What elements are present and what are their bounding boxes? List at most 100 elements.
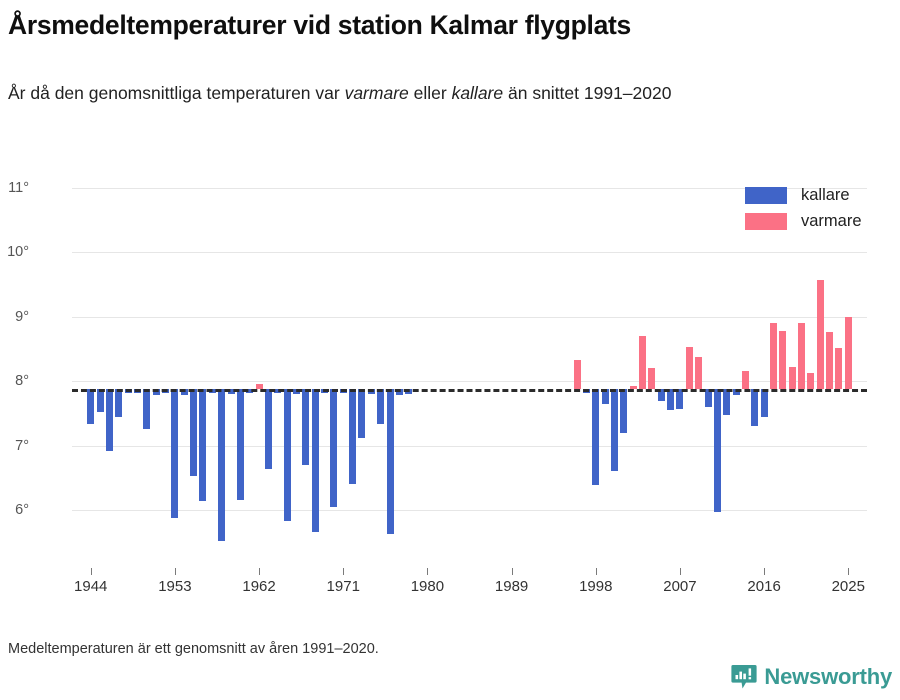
- subtitle-part-3: än snittet 1991–2020: [503, 83, 672, 103]
- bar-1950[interactable]: [143, 389, 151, 430]
- y-gridline: [72, 187, 867, 189]
- bar-2016[interactable]: [760, 389, 768, 418]
- bar-2023[interactable]: [826, 332, 834, 390]
- chart-legend: kallare varmare: [745, 186, 862, 238]
- bar-1960[interactable]: [236, 389, 244, 500]
- x-axis-tick: [764, 568, 766, 575]
- x-axis-tick: [174, 568, 176, 575]
- bar-2019[interactable]: [788, 366, 796, 390]
- bar-2021[interactable]: [807, 373, 815, 390]
- x-axis-label: 1989: [494, 578, 529, 595]
- x-axis-tick: [848, 568, 850, 575]
- bar-2010[interactable]: [704, 389, 712, 407]
- brand-name: Newsworthy: [764, 664, 892, 689]
- y-axis-label: 6°: [15, 501, 29, 518]
- plot-area: 6° 7° 8° 9° 10° 11°: [7, 175, 867, 555]
- x-axis-label: 1962: [242, 578, 276, 595]
- legend-label-kallare: kallare: [801, 186, 850, 204]
- bar-1953[interactable]: [171, 389, 179, 518]
- brand-logo: Newsworthy: [731, 664, 892, 690]
- bar-1976[interactable]: [386, 389, 394, 535]
- bar-1975[interactable]: [377, 389, 385, 424]
- y-gridline: [72, 445, 867, 447]
- bar-1970[interactable]: [330, 389, 338, 508]
- bar-2007[interactable]: [676, 389, 684, 409]
- bar-1972[interactable]: [349, 389, 357, 485]
- bar-1955[interactable]: [190, 389, 198, 476]
- bar-2008[interactable]: [685, 346, 693, 390]
- bar-2002[interactable]: [629, 386, 637, 390]
- subtitle-emphasis-colder: kallare: [451, 83, 504, 103]
- footnote: Medeltemperaturen är ett genomsnitt av å…: [8, 641, 379, 657]
- x-axis-tick: [90, 568, 92, 575]
- bar-1968[interactable]: [311, 389, 319, 532]
- bar-1956[interactable]: [199, 389, 207, 501]
- y-axis-label: 11°: [8, 179, 29, 196]
- bar-2004[interactable]: [648, 368, 656, 390]
- bar-1944[interactable]: [87, 389, 95, 425]
- x-axis-label: 1944: [74, 578, 108, 595]
- x-axis-tick: [679, 568, 681, 575]
- legend-swatch-warm-icon: [745, 213, 787, 230]
- x-axis-label: 1980: [410, 578, 445, 595]
- newsworthy-bubble-icon: [731, 664, 758, 690]
- y-axis-label: 8°: [15, 373, 29, 390]
- bar-1973[interactable]: [358, 389, 366, 438]
- bar-2000[interactable]: [610, 389, 618, 472]
- legend-swatch-cold-icon: [745, 187, 787, 204]
- bar-1967[interactable]: [302, 389, 310, 465]
- bar-1958[interactable]: [218, 389, 226, 541]
- bar-1963[interactable]: [264, 389, 272, 469]
- x-axis-tick: [511, 568, 513, 575]
- page-subtitle: År då den genomsnittliga temperaturen va…: [8, 80, 728, 107]
- bar-2009[interactable]: [695, 356, 703, 390]
- x-axis-label: 1971: [326, 578, 360, 595]
- subtitle-part-1: År då den genomsnittliga temperaturen va…: [8, 83, 345, 103]
- bar-2024[interactable]: [835, 348, 843, 390]
- bar-2006[interactable]: [667, 389, 675, 411]
- bar-1965[interactable]: [283, 389, 291, 521]
- bar-2018[interactable]: [779, 330, 787, 390]
- bar-1999[interactable]: [601, 389, 609, 404]
- bar-2011[interactable]: [713, 389, 721, 512]
- bar-2001[interactable]: [620, 389, 628, 433]
- bar-2014[interactable]: [741, 370, 749, 390]
- bar-1946[interactable]: [105, 389, 113, 451]
- x-axis-label: 2025: [831, 578, 865, 595]
- bar-2015[interactable]: [751, 389, 759, 426]
- legend-item-varmare: varmare: [745, 212, 862, 231]
- y-gridline: [72, 316, 867, 318]
- bar-2020[interactable]: [798, 323, 806, 390]
- bar-chart: 6° 7° 8° 9° 10° 11° 1944 1953 1962 1971 1980 1989 1…: [0, 160, 900, 630]
- bar-1996[interactable]: [573, 359, 581, 390]
- bar-1947[interactable]: [115, 389, 123, 417]
- x-axis-tick: [343, 568, 345, 575]
- x-axis-tick: [427, 568, 429, 575]
- bar-2003[interactable]: [639, 336, 647, 390]
- bar-1962[interactable]: [255, 384, 263, 390]
- x-axis-label: 1998: [579, 578, 613, 595]
- y-gridline: [72, 252, 867, 254]
- x-axis-label: 2007: [663, 578, 697, 595]
- y-axis-label: 10°: [7, 244, 29, 261]
- y-gridline: [72, 509, 867, 511]
- legend-item-kallare: kallare: [745, 186, 862, 205]
- bar-2005[interactable]: [657, 389, 665, 402]
- y-axis-label: 7°: [15, 437, 29, 454]
- x-axis-label: 1953: [158, 578, 192, 595]
- y-axis-label: 9°: [15, 308, 29, 325]
- subtitle-emphasis-warmer: varmare: [344, 83, 409, 103]
- bar-1945[interactable]: [96, 389, 104, 412]
- mean-reference-line: [72, 389, 867, 393]
- x-axis: 1944 1953 1962 1971 1980 1989 1998 2007 2016 2025: [72, 568, 867, 608]
- bar-1998[interactable]: [592, 389, 600, 486]
- y-gridline: [72, 381, 867, 383]
- x-axis-tick: [259, 568, 261, 575]
- bar-2022[interactable]: [816, 279, 824, 390]
- x-axis-label: 2016: [747, 578, 781, 595]
- bar-2012[interactable]: [723, 389, 731, 416]
- legend-label-varmare: varmare: [801, 212, 862, 230]
- bar-2025[interactable]: [844, 316, 852, 390]
- bar-2017[interactable]: [769, 323, 777, 390]
